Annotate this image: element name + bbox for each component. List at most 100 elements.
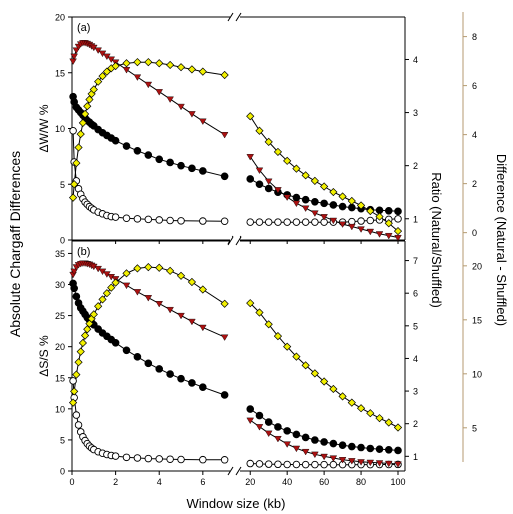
data-point-filled-circle: [220, 391, 229, 399]
data-point-yellow-diamond: [356, 404, 366, 413]
data-point-open-circle: [122, 453, 131, 462]
ratio-tick-label: 6: [413, 289, 418, 299]
x-tick-label: 40: [282, 477, 292, 487]
x-tick-label: 0: [69, 477, 74, 487]
data-point-yellow-diamond: [144, 263, 153, 272]
data-point-yellow-diamond: [384, 219, 393, 228]
data-point-yellow-diamond: [375, 212, 384, 221]
data-point-yellow-diamond: [155, 263, 164, 272]
panel-a: 0 5 10 15 20 1 2 3 4 0 2 4 6 8 (a) ΔW/W %: [37, 13, 477, 246]
data-point-open-circle: [255, 460, 264, 468]
data-point-red-triangle: [220, 132, 229, 139]
ratio-tick-label: 2: [413, 419, 418, 429]
data-point-red-triangle: [188, 318, 196, 326]
data-point-red-triangle: [264, 430, 273, 438]
panel-label: (b): [77, 246, 90, 258]
data-point-red-triangle: [348, 458, 356, 465]
data-point-yellow-diamond: [89, 85, 98, 94]
data-point-yellow-diamond: [111, 61, 120, 71]
data-point-yellow-diamond: [176, 63, 186, 72]
data-point-filled-circle: [320, 199, 328, 208]
data-point-yellow-diamond: [255, 308, 264, 317]
data-point-filled-circle: [72, 292, 81, 301]
axis-break-gap: [230, 13, 240, 21]
data-point-yellow-diamond: [80, 109, 90, 119]
data-point-red-triangle: [177, 312, 185, 320]
data-point-red-triangle: [385, 233, 393, 240]
data-point-open-circle: [348, 217, 356, 226]
y-tick-label: 10: [55, 124, 65, 134]
data-point-yellow-diamond: [347, 398, 356, 407]
data-point-red-triangle: [70, 53, 78, 61]
data-point-red-triangle: [255, 167, 264, 174]
data-point-filled-circle: [199, 167, 207, 175]
data-point-yellow-diamond: [347, 196, 356, 206]
data-point-open-circle: [264, 218, 273, 226]
data-point-yellow-diamond: [144, 58, 153, 67]
data-point-filled-circle: [264, 418, 273, 426]
data-point-red-triangle: [301, 448, 310, 456]
data-point-yellow-diamond: [338, 392, 347, 401]
data-point-red-triangle: [311, 451, 319, 459]
difference-tick-label: 4: [472, 130, 477, 140]
data-point-red-triangle: [329, 455, 338, 462]
data-point-open-circle: [166, 216, 174, 225]
data-point-red-triangle: [144, 295, 153, 302]
data-point-red-triangle: [357, 459, 365, 466]
data-point-red-triangle: [311, 210, 319, 217]
data-point-open-circle: [155, 455, 163, 463]
data-point-yellow-diamond: [122, 59, 131, 68]
data-point-red-triangle: [246, 417, 254, 425]
data-point-red-triangle: [220, 334, 229, 341]
data-point-yellow-diamond: [72, 158, 81, 168]
data-point-red-triangle: [246, 154, 254, 161]
data-point-yellow-diamond: [68, 193, 78, 202]
data-point-filled-circle: [188, 164, 196, 173]
difference-tick-label: 8: [472, 32, 477, 42]
data-point-yellow-diamond: [264, 137, 273, 146]
data-point-red-triangle: [188, 111, 196, 118]
data-point-yellow-diamond: [320, 182, 329, 191]
data-point-open-circle: [122, 214, 131, 223]
data-point-yellow-diamond: [72, 370, 81, 379]
difference-tick-label: 6: [472, 81, 477, 91]
data-point-yellow-diamond: [393, 423, 403, 432]
data-point-open-circle: [133, 215, 142, 223]
data-point-red-triangle: [166, 306, 174, 314]
data-point-filled-circle: [111, 338, 120, 347]
data-point-red-triangle: [177, 103, 185, 111]
x-axis-label: Window size (kb): [187, 496, 286, 511]
data-point-filled-circle: [329, 201, 338, 209]
ratio-tick-label: 3: [413, 108, 418, 118]
data-point-filled-circle: [292, 193, 301, 202]
data-point-yellow-diamond: [107, 283, 116, 292]
data-point-yellow-diamond: [70, 180, 79, 189]
data-point-red-triangle: [155, 89, 163, 96]
data-point-open-circle: [144, 454, 153, 463]
x-tick-label: 2: [113, 477, 118, 487]
data-point-red-triangle: [122, 67, 131, 74]
y-tick-label: 10: [55, 404, 65, 414]
y-tick-label: 35: [55, 249, 65, 259]
data-point-red-triangle: [375, 231, 384, 238]
data-point-filled-circle: [338, 202, 347, 211]
absolute-chargaff-label: Absolute Chargaff Differences: [7, 151, 23, 337]
ratio-tick-label: 1: [413, 214, 418, 224]
data-point-filled-circle: [246, 405, 255, 413]
data-point-yellow-diamond: [273, 332, 283, 341]
data-point-filled-circle: [155, 365, 164, 373]
y-tick-label: 25: [55, 311, 65, 321]
data-point-open-circle: [177, 217, 185, 225]
data-point-open-circle: [274, 460, 282, 469]
data-point-open-circle: [220, 217, 229, 226]
data-point-yellow-diamond: [329, 187, 338, 197]
data-point-open-circle: [69, 126, 77, 135]
data-point-red-triangle: [133, 289, 142, 296]
data-point-yellow-diamond: [393, 226, 403, 236]
data-point-filled-circle: [384, 206, 393, 215]
data-point-yellow-diamond: [310, 369, 319, 378]
data-point-filled-circle: [255, 411, 264, 420]
ratio-tick-label: 1: [413, 452, 418, 462]
ratio-tick-label: 4: [413, 354, 418, 364]
data-point-filled-circle: [220, 172, 229, 181]
